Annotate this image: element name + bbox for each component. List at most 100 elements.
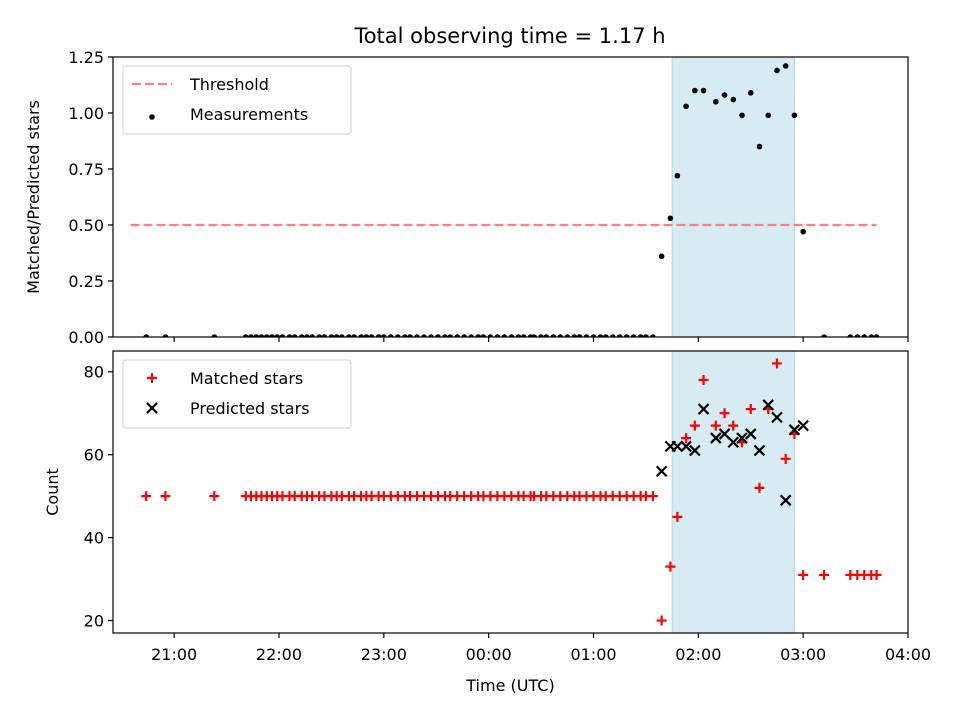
data-point bbox=[487, 334, 494, 337]
data-point bbox=[274, 334, 281, 337]
legend-swatch bbox=[146, 402, 158, 414]
data-point bbox=[643, 334, 649, 337]
data-point bbox=[718, 428, 731, 440]
legend-box bbox=[122, 65, 352, 135]
x-tick-label: 00:00 bbox=[466, 645, 512, 664]
data-point bbox=[671, 440, 684, 453]
data-point bbox=[388, 334, 394, 337]
data-point bbox=[501, 334, 508, 337]
data-point bbox=[710, 432, 722, 444]
data-point bbox=[209, 491, 220, 502]
x-tick-label: 04:00 bbox=[885, 645, 931, 664]
data-point bbox=[253, 334, 260, 337]
series-matched-stars bbox=[141, 358, 882, 626]
data-point bbox=[339, 334, 345, 337]
data-point bbox=[298, 334, 305, 337]
y-axis-label: Count bbox=[43, 468, 62, 516]
data-point bbox=[468, 334, 474, 337]
data-point bbox=[576, 334, 583, 337]
observing-window-span bbox=[671, 57, 795, 337]
plot-area bbox=[141, 351, 882, 633]
data-point bbox=[656, 615, 667, 626]
axes-frame bbox=[112, 350, 909, 634]
x-tick-label: 23:00 bbox=[361, 645, 407, 664]
data-point bbox=[692, 87, 698, 94]
x-axis-label: Time (UTC) bbox=[465, 676, 554, 695]
data-point bbox=[753, 444, 766, 457]
data-point bbox=[333, 334, 340, 337]
data-point bbox=[269, 334, 275, 337]
data-point bbox=[719, 408, 730, 419]
data-point bbox=[730, 96, 737, 103]
data-point bbox=[395, 334, 401, 337]
data-point bbox=[871, 569, 882, 580]
data-point bbox=[435, 334, 441, 337]
data-point bbox=[754, 482, 765, 493]
data-point bbox=[680, 440, 692, 453]
data-point bbox=[672, 511, 683, 522]
data-point bbox=[739, 112, 745, 119]
data-point bbox=[531, 334, 537, 337]
legend-label: Measurements bbox=[190, 105, 308, 124]
data-point bbox=[407, 334, 413, 337]
data-point bbox=[248, 334, 254, 337]
data-point bbox=[328, 334, 335, 337]
data-point bbox=[637, 334, 644, 337]
data-point bbox=[788, 424, 801, 436]
legend-label: Matched stars bbox=[190, 369, 303, 388]
data-point bbox=[279, 334, 286, 337]
legend-label: Predicted stars bbox=[190, 399, 310, 418]
data-point bbox=[421, 334, 427, 337]
data-point bbox=[162, 334, 169, 337]
data-point bbox=[745, 404, 756, 415]
data-point bbox=[665, 561, 676, 572]
data-point bbox=[683, 103, 689, 110]
count-panel: 20 40 60 80 21:00 22:00 23:00 00:00 01:00 02:00 03… bbox=[43, 350, 931, 695]
chart-title: Total observing time = 1.17 h bbox=[353, 24, 665, 48]
y-tick-label: 40 bbox=[84, 529, 104, 548]
data-point bbox=[819, 569, 830, 580]
data-point bbox=[791, 112, 798, 119]
data-point bbox=[698, 375, 709, 386]
data-point bbox=[346, 334, 352, 337]
data-point bbox=[779, 494, 792, 507]
data-point bbox=[461, 334, 467, 337]
data-point bbox=[728, 420, 739, 431]
data-point bbox=[771, 358, 782, 369]
data-point bbox=[780, 453, 791, 464]
legend-label: Threshold bbox=[189, 75, 269, 94]
data-point bbox=[713, 99, 719, 105]
y-tick-label: 0.75 bbox=[68, 160, 104, 179]
data-point bbox=[744, 428, 757, 440]
data-point bbox=[375, 334, 382, 337]
data-point bbox=[597, 334, 604, 337]
data-point bbox=[710, 420, 721, 431]
data-point bbox=[774, 67, 780, 74]
data-point bbox=[304, 334, 310, 337]
data-point bbox=[520, 334, 527, 337]
data-point bbox=[800, 228, 806, 235]
data-point bbox=[689, 420, 700, 431]
data-point bbox=[242, 334, 249, 337]
data-point bbox=[847, 334, 854, 337]
data-point bbox=[658, 253, 665, 260]
data-point bbox=[616, 334, 623, 337]
legend: Matched stars Predicted stars bbox=[122, 359, 352, 429]
data-point bbox=[798, 569, 809, 580]
data-point bbox=[854, 334, 861, 337]
data-point bbox=[771, 411, 783, 424]
data-point bbox=[868, 334, 875, 337]
data-point bbox=[141, 491, 152, 502]
data-point bbox=[697, 403, 710, 415]
data-point bbox=[538, 334, 544, 337]
x-tick-label: 01:00 bbox=[570, 645, 616, 664]
data-point bbox=[655, 465, 668, 478]
data-point bbox=[515, 334, 522, 337]
axes-frame bbox=[112, 56, 909, 338]
observing-window-span bbox=[671, 351, 795, 633]
data-point bbox=[557, 334, 564, 337]
data-point bbox=[309, 334, 315, 337]
data-point bbox=[609, 334, 616, 337]
data-point bbox=[583, 334, 590, 337]
